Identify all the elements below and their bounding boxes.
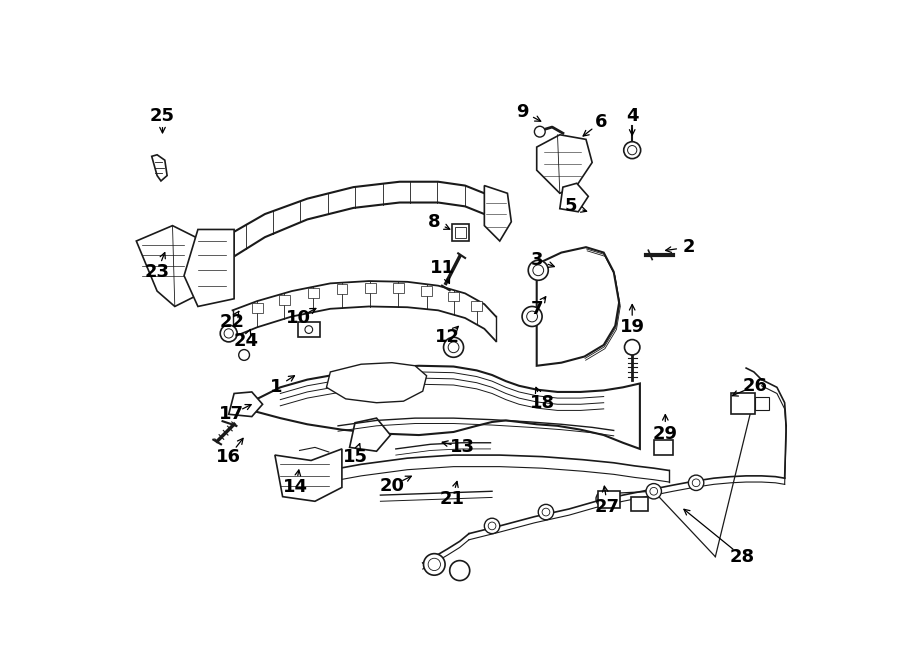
Circle shape bbox=[688, 475, 704, 490]
Bar bbox=[252, 303, 263, 313]
Text: 21: 21 bbox=[439, 490, 464, 508]
Text: 11: 11 bbox=[429, 259, 454, 277]
Polygon shape bbox=[536, 247, 619, 366]
Circle shape bbox=[522, 307, 542, 327]
Bar bbox=[337, 284, 347, 294]
Text: 4: 4 bbox=[626, 107, 638, 126]
Polygon shape bbox=[560, 183, 589, 212]
Circle shape bbox=[448, 342, 459, 353]
Polygon shape bbox=[327, 363, 427, 403]
Circle shape bbox=[533, 265, 544, 276]
Text: 29: 29 bbox=[652, 424, 678, 442]
Text: 27: 27 bbox=[595, 498, 620, 516]
Polygon shape bbox=[274, 449, 342, 501]
Circle shape bbox=[450, 561, 470, 580]
Circle shape bbox=[625, 340, 640, 355]
Polygon shape bbox=[349, 418, 391, 451]
Text: 10: 10 bbox=[285, 309, 310, 327]
Text: 17: 17 bbox=[220, 405, 244, 423]
Circle shape bbox=[526, 311, 537, 322]
Circle shape bbox=[428, 559, 440, 570]
Text: 14: 14 bbox=[284, 479, 308, 496]
Polygon shape bbox=[242, 366, 640, 449]
Circle shape bbox=[692, 479, 700, 486]
Text: 24: 24 bbox=[233, 332, 258, 350]
Bar bbox=[279, 295, 290, 305]
Circle shape bbox=[624, 141, 641, 159]
Text: 20: 20 bbox=[380, 477, 404, 495]
Polygon shape bbox=[152, 155, 167, 181]
Bar bbox=[653, 440, 673, 455]
Circle shape bbox=[444, 337, 464, 358]
Bar bbox=[421, 286, 432, 295]
Bar bbox=[298, 322, 320, 337]
Circle shape bbox=[238, 350, 249, 360]
Text: 3: 3 bbox=[530, 251, 543, 269]
Bar bbox=[472, 301, 482, 311]
Circle shape bbox=[305, 326, 312, 333]
Circle shape bbox=[650, 487, 658, 495]
Text: 6: 6 bbox=[595, 112, 608, 131]
Text: 16: 16 bbox=[216, 447, 241, 465]
Text: 26: 26 bbox=[742, 377, 768, 395]
Circle shape bbox=[224, 329, 233, 338]
Text: 2: 2 bbox=[682, 238, 695, 256]
Text: 15: 15 bbox=[343, 447, 367, 465]
Circle shape bbox=[484, 518, 500, 533]
Bar bbox=[598, 491, 620, 508]
Text: 7: 7 bbox=[530, 300, 543, 318]
Polygon shape bbox=[484, 186, 511, 241]
Bar bbox=[392, 283, 403, 293]
Circle shape bbox=[538, 504, 554, 520]
Text: 9: 9 bbox=[517, 102, 529, 121]
Bar bbox=[631, 496, 648, 510]
Bar bbox=[455, 227, 466, 238]
Polygon shape bbox=[184, 229, 234, 307]
Text: 8: 8 bbox=[428, 213, 441, 231]
Bar bbox=[755, 397, 770, 410]
Bar bbox=[731, 393, 755, 414]
Circle shape bbox=[646, 484, 662, 499]
Polygon shape bbox=[229, 392, 263, 416]
Bar bbox=[308, 288, 319, 299]
Circle shape bbox=[488, 522, 496, 529]
Circle shape bbox=[220, 325, 238, 342]
Text: 5: 5 bbox=[565, 198, 578, 215]
Text: 13: 13 bbox=[450, 438, 475, 456]
Text: 28: 28 bbox=[730, 548, 755, 566]
Circle shape bbox=[528, 260, 548, 280]
Text: 22: 22 bbox=[220, 313, 244, 331]
Circle shape bbox=[599, 495, 608, 503]
Bar bbox=[452, 224, 469, 241]
Bar bbox=[365, 283, 376, 293]
Text: 25: 25 bbox=[150, 106, 175, 124]
Circle shape bbox=[627, 145, 637, 155]
Text: 12: 12 bbox=[435, 329, 460, 346]
Polygon shape bbox=[136, 225, 198, 307]
Text: 19: 19 bbox=[620, 318, 644, 336]
Text: 23: 23 bbox=[145, 263, 169, 281]
Circle shape bbox=[424, 554, 446, 575]
Text: 18: 18 bbox=[529, 394, 554, 412]
Circle shape bbox=[596, 491, 611, 507]
Polygon shape bbox=[536, 135, 592, 193]
Text: 1: 1 bbox=[270, 378, 283, 397]
Bar bbox=[448, 292, 459, 301]
Circle shape bbox=[542, 508, 550, 516]
Circle shape bbox=[535, 126, 545, 137]
